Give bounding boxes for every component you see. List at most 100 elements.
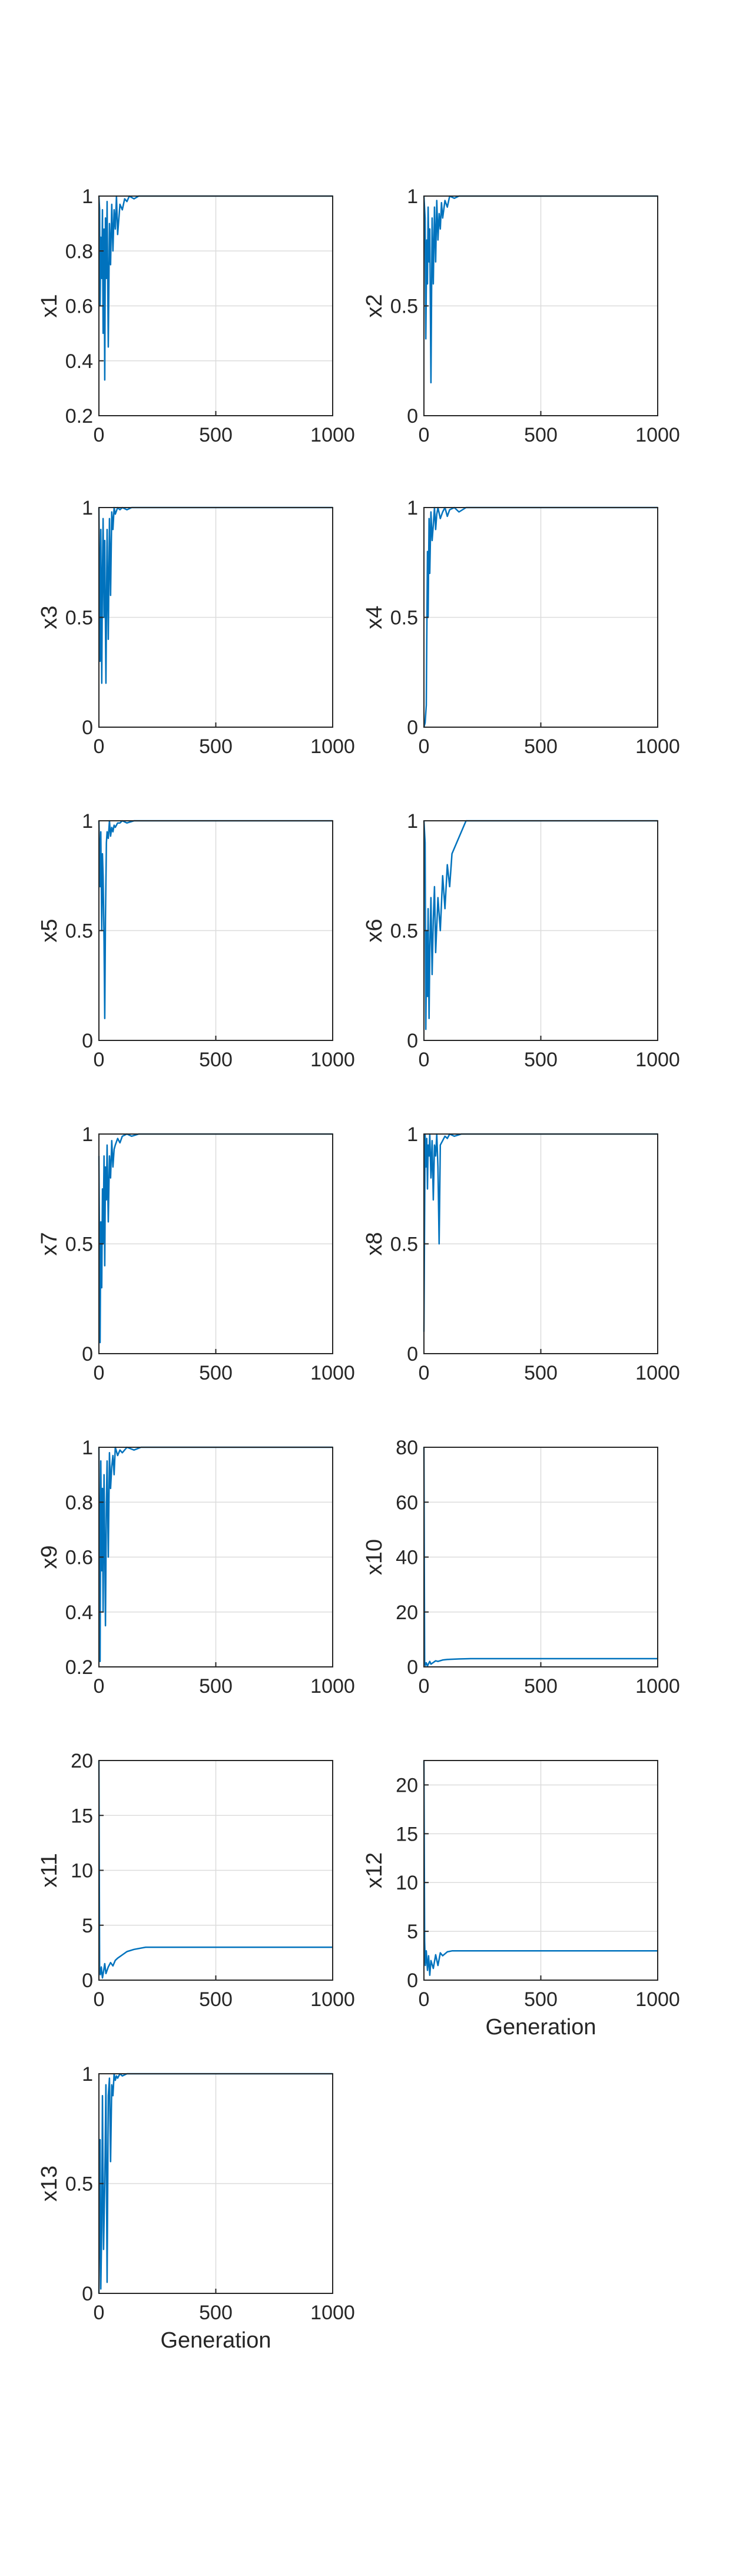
series-line xyxy=(98,1446,333,1662)
y-tick-label: 0.2 xyxy=(65,1656,93,1679)
chart-panel-3: 0 500 1000 0 0.5 1 x3 xyxy=(37,497,355,758)
y-tick-label: 0 xyxy=(82,2283,93,2305)
y-tick-label: 60 xyxy=(396,1491,418,1514)
y-tick-label: 0.8 xyxy=(65,240,93,263)
x-tick-label: 500 xyxy=(199,2302,233,2324)
chart-panel-7: 0 500 1000 0 0.5 1 x7 xyxy=(37,1123,355,1384)
y-tick-label: 0.5 xyxy=(390,920,418,943)
x-tick-label: 1000 xyxy=(310,1362,355,1384)
x-tick-label: 1000 xyxy=(635,1049,680,1071)
x-tick-label: 500 xyxy=(199,735,233,758)
y-tick-label: 0 xyxy=(82,1030,93,1052)
y-axis-label: x9 xyxy=(37,1545,62,1569)
y-tick-label: 0 xyxy=(407,1343,418,1365)
y-tick-label: 1 xyxy=(407,497,418,519)
x-tick-label: 1000 xyxy=(635,1362,680,1384)
y-tick-label: 80 xyxy=(396,1437,418,1459)
y-tick-label: 0 xyxy=(407,405,418,427)
y-tick-label: 20 xyxy=(396,1774,418,1796)
y-tick-label: 0 xyxy=(82,1970,93,1992)
y-axis-label: x10 xyxy=(362,1539,387,1575)
y-tick-label: 0.6 xyxy=(65,1547,93,1569)
x-tick-label: 0 xyxy=(419,1362,430,1384)
x-tick-label: 0 xyxy=(94,1049,105,1071)
chart-panel-12: 0 500 1000 0 5 10 15 20 x12 Generation xyxy=(362,1760,680,2040)
x-tick-label: 0 xyxy=(94,1362,105,1384)
y-tick-label: 0 xyxy=(407,1030,418,1052)
x-tick-label: 1000 xyxy=(310,1049,355,1071)
y-tick-label: 1 xyxy=(82,1437,93,1459)
x-tick-label: 500 xyxy=(199,1362,233,1384)
y-tick-label: 1 xyxy=(82,1123,93,1146)
y-tick-label: 15 xyxy=(71,1805,93,1827)
x-tick-label: 500 xyxy=(524,424,558,446)
y-tick-label: 0.2 xyxy=(65,405,93,427)
x-tick-label: 500 xyxy=(199,1049,233,1071)
y-tick-label: 0 xyxy=(407,1970,418,1992)
y-axis-label: x12 xyxy=(362,1852,387,1888)
x-tick-label: 1000 xyxy=(310,1988,355,2011)
y-tick-label: 1 xyxy=(82,2063,93,2086)
y-tick-label: 0.5 xyxy=(65,1234,93,1256)
y-tick-label: 1 xyxy=(82,810,93,833)
y-tick-label: 1 xyxy=(407,1123,418,1146)
y-tick-label: 0.4 xyxy=(65,1602,93,1624)
chart-panel-10: 0 500 1000 0 20 40 60 80 x10 xyxy=(362,1437,680,1698)
y-tick-label: 20 xyxy=(396,1602,418,1624)
x-tick-label: 1000 xyxy=(635,1988,680,2011)
y-tick-label: 5 xyxy=(82,1915,93,1937)
series-line xyxy=(423,1447,658,1667)
x-tick-label: 1000 xyxy=(635,735,680,758)
x-tick-label: 500 xyxy=(199,1988,233,2011)
y-tick-label: 20 xyxy=(71,1750,93,1772)
y-tick-label: 1 xyxy=(82,497,93,519)
y-axis-label: x2 xyxy=(362,294,387,317)
y-tick-label: 0.5 xyxy=(65,2173,93,2196)
y-tick-label: 10 xyxy=(71,1860,93,1882)
x-tick-label: 500 xyxy=(524,1988,558,2011)
x-tick-label: 0 xyxy=(94,1988,105,2011)
y-tick-label: 0.5 xyxy=(390,1234,418,1256)
y-axis-label: x5 xyxy=(37,919,62,942)
x-tick-label: 500 xyxy=(524,735,558,758)
y-axis-label: x1 xyxy=(37,294,62,317)
y-axis-label: x3 xyxy=(37,605,62,629)
x-tick-label: 1000 xyxy=(310,424,355,446)
y-tick-label: 0 xyxy=(407,1656,418,1679)
y-tick-label: 10 xyxy=(396,1872,418,1894)
x-tick-label: 0 xyxy=(419,1988,430,2011)
y-axis-label: x13 xyxy=(37,2166,62,2202)
x-tick-label: 0 xyxy=(94,424,105,446)
y-tick-label: 0.5 xyxy=(390,607,418,629)
x-tick-label: 0 xyxy=(419,735,430,758)
y-axis-label: x7 xyxy=(37,1232,62,1255)
series-line xyxy=(98,506,333,684)
y-tick-label: 0 xyxy=(82,717,93,739)
x-tick-label: 0 xyxy=(419,424,430,446)
x-tick-label: 1000 xyxy=(310,2302,355,2324)
x-axis-label: Generation xyxy=(485,2015,596,2040)
x-tick-label: 0 xyxy=(94,735,105,758)
series-line xyxy=(423,195,658,384)
y-tick-label: 0.8 xyxy=(65,1491,93,1514)
chart-panel-2: 0 500 1000 0 0.5 1 x2 xyxy=(362,185,680,446)
chart-panel-6: 0 500 1000 0 0.5 1 x6 xyxy=(362,810,680,1071)
y-tick-label: 1 xyxy=(407,185,418,208)
y-tick-label: 5 xyxy=(407,1921,418,1943)
y-axis-label: x11 xyxy=(37,1853,62,1887)
y-tick-label: 0.5 xyxy=(390,296,418,318)
y-tick-label: 0.6 xyxy=(65,296,93,318)
y-tick-label: 0.5 xyxy=(65,920,93,943)
chart-panel-5: 0 500 1000 0 0.5 1 x5 xyxy=(37,810,355,1071)
y-tick-label: 0 xyxy=(407,717,418,739)
y-axis-label: x8 xyxy=(362,1232,387,1255)
y-tick-label: 0 xyxy=(82,1343,93,1365)
chart-panel-11: 0 500 1000 0 5 10 15 20 x11 xyxy=(37,1750,355,2011)
y-tick-label: 0.5 xyxy=(65,607,93,629)
y-axis-label: x6 xyxy=(362,919,387,942)
chart-panel-13: 0 500 1000 0 0.5 1 x13 Generation xyxy=(37,2063,355,2353)
x-tick-label: 0 xyxy=(419,1675,430,1698)
x-tick-label: 1000 xyxy=(635,424,680,446)
x-tick-label: 500 xyxy=(199,1675,233,1698)
